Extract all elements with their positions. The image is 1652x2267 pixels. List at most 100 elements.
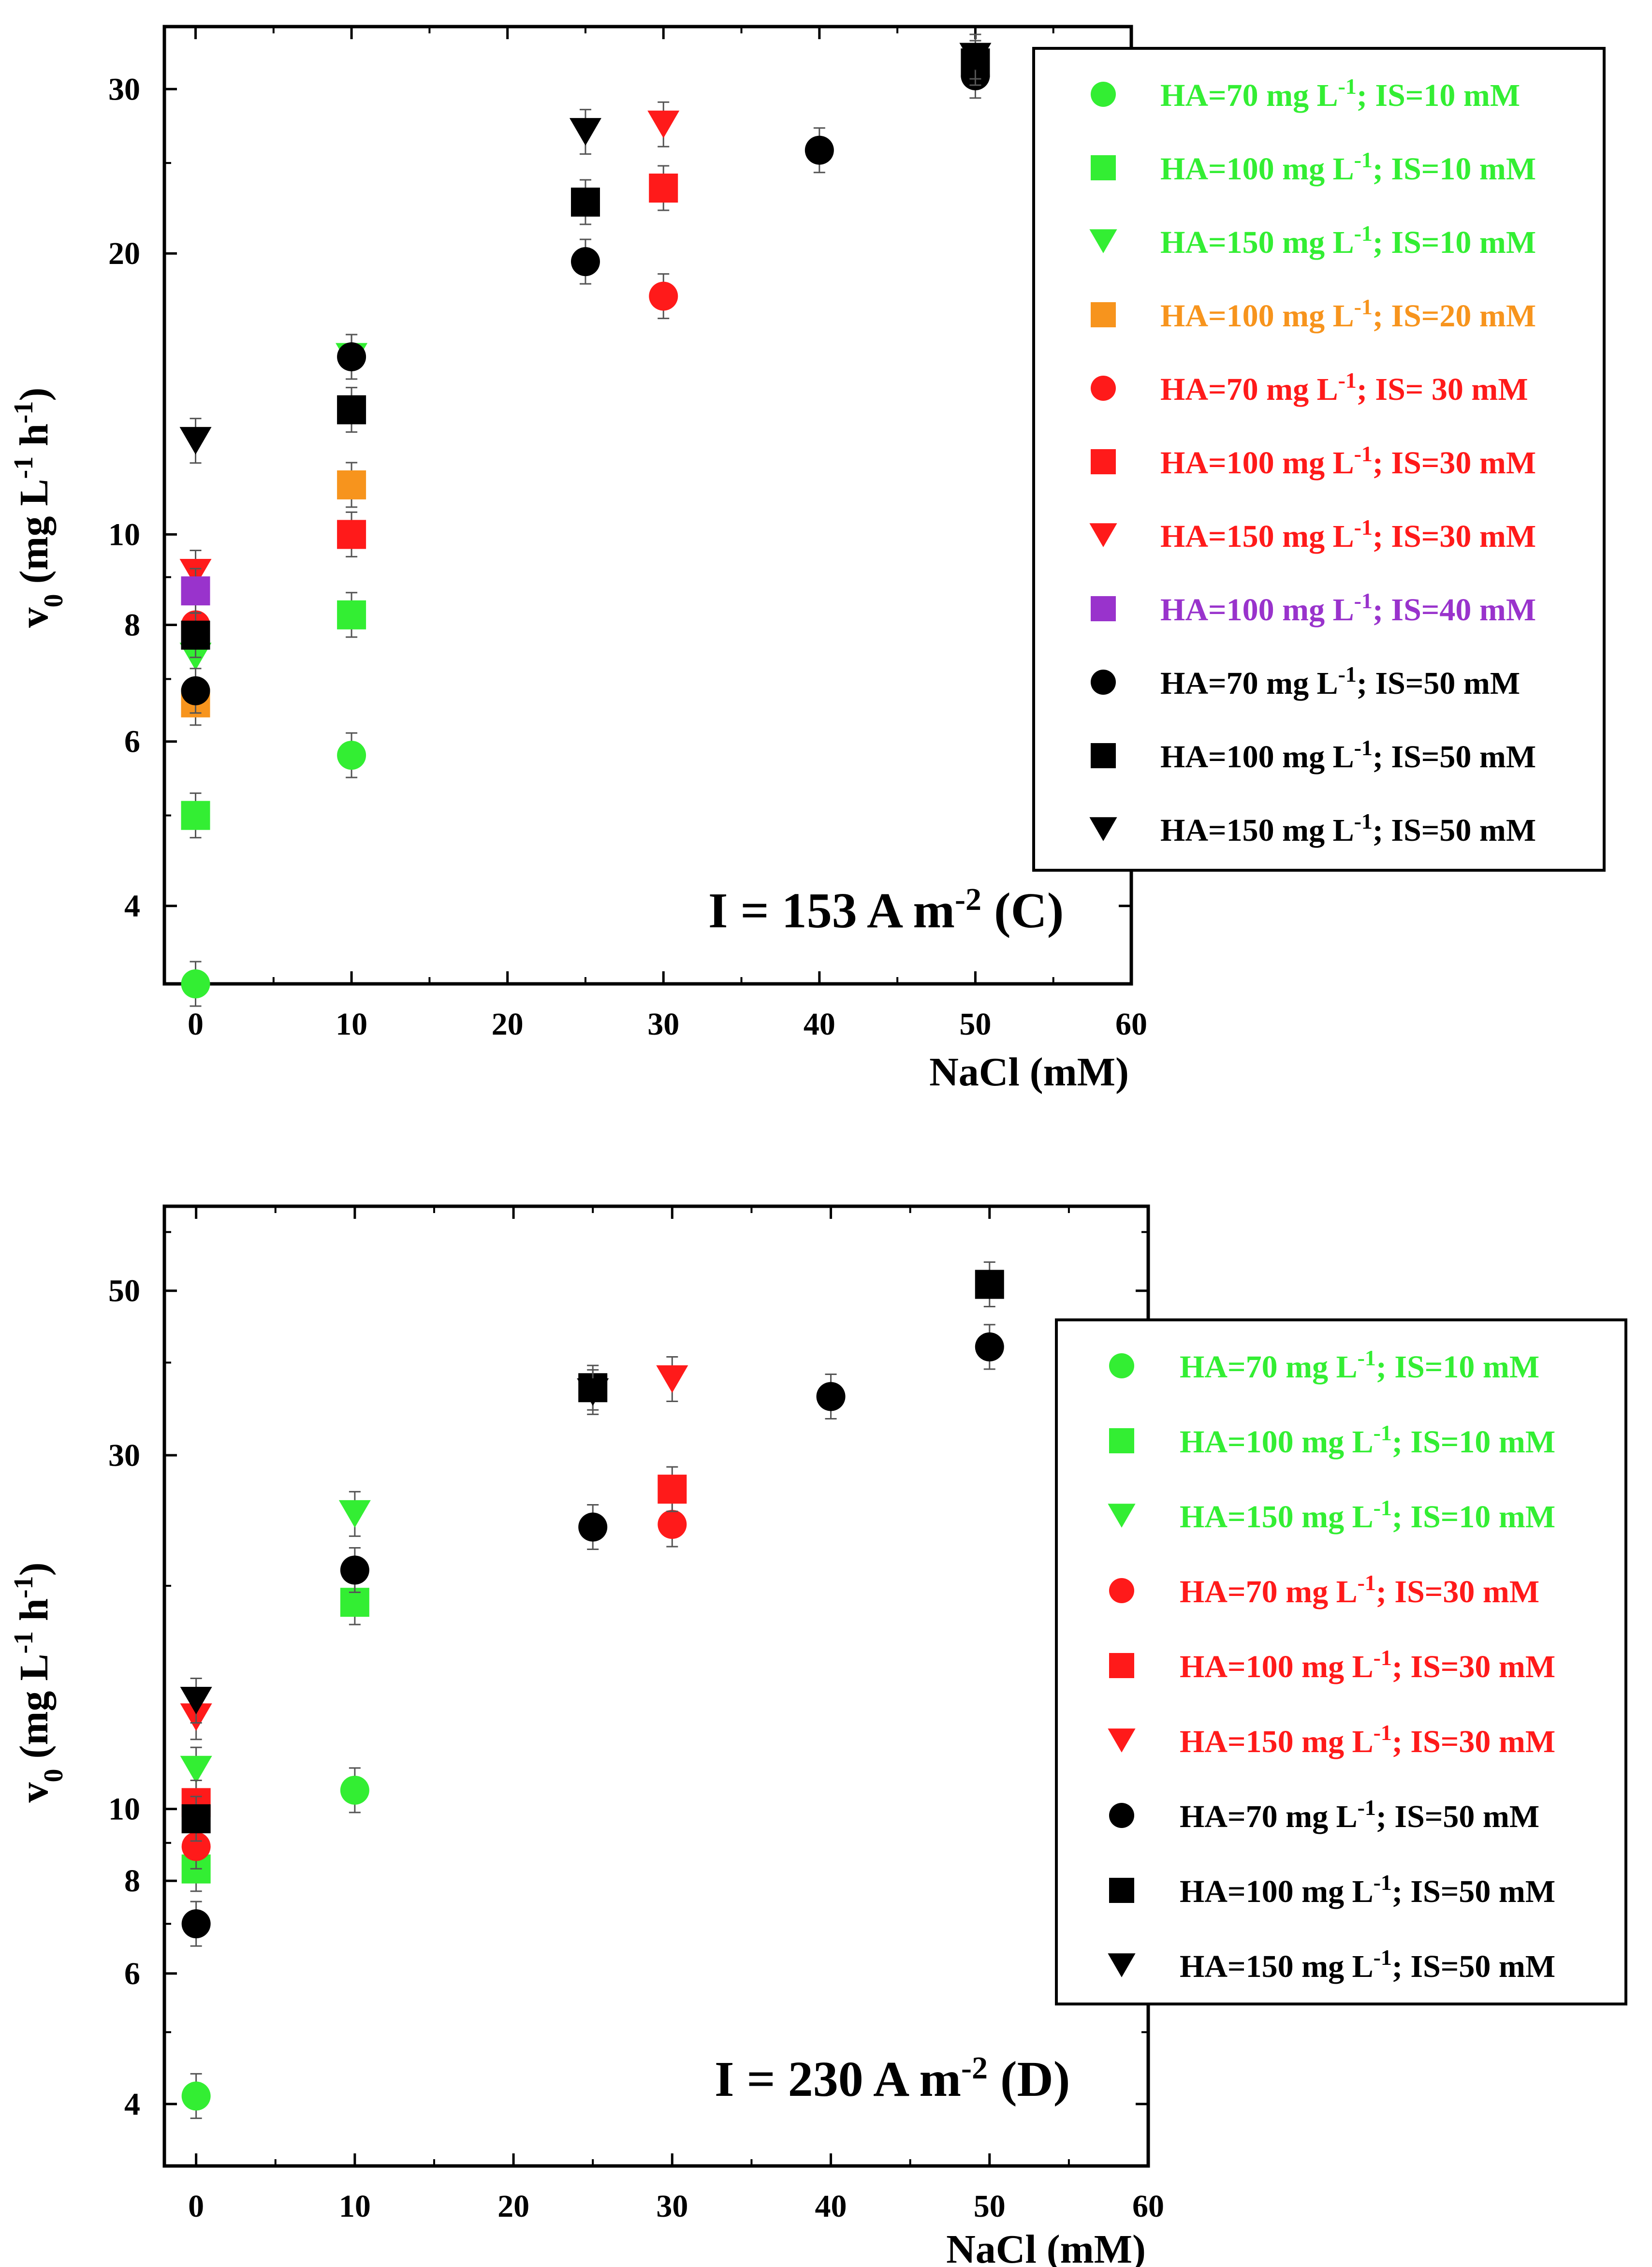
x-tick-label: 60: [1115, 1007, 1147, 1042]
legend-label: HA=100 mg L-1; IS=40 mM: [1160, 588, 1536, 628]
legend-label: HA=70 mg L-1; IS=30 mM: [1180, 1570, 1539, 1610]
legend-marker-circle: [1109, 1578, 1134, 1603]
y-tick-label: 20: [108, 236, 140, 271]
data-point-circle-red: [658, 1510, 687, 1539]
legend-label: HA=100 mg L-1; IS=30 mM: [1160, 441, 1536, 481]
y-axis: 4 6 8 10 30 50: [108, 1231, 1148, 2122]
x-tick-label: 40: [804, 1007, 835, 1042]
data-point-triangle-black: [180, 1687, 212, 1715]
data-point-circle-green: [337, 741, 366, 770]
data-point-triangle-black: [569, 118, 601, 146]
x-axis-title: NaCl (mM): [946, 2227, 1146, 2267]
y-tick-label: 4: [124, 889, 140, 924]
data-point-circle-black: [975, 1332, 1004, 1361]
x-tick-label: 40: [815, 2189, 847, 2224]
legend-label: HA=70 mg L-1; IS=10 mM: [1160, 74, 1520, 114]
x-tick-label: 50: [959, 1007, 991, 1042]
chart-panel-c: 0 10 20 30 40 50 60 4 6 8 10 20 30 NaCl (mM) v0 (mg L-…: [9, 25, 1606, 1095]
x-axis: 0 10 20 30 40 50 60: [188, 27, 1147, 1042]
data-point-square-green: [181, 801, 210, 830]
data-point-triangle-black: [179, 427, 212, 455]
legend-label: HA=70 mg L-1; IS=10 mM: [1180, 1346, 1539, 1385]
legend-label: HA=100 mg L-1; IS=20 mM: [1160, 294, 1536, 334]
data-point-square-black: [181, 1804, 211, 1833]
legend-marker-square: [1109, 1878, 1134, 1903]
data-point-square-red: [337, 520, 366, 549]
x-tick-label: 10: [339, 2189, 371, 2224]
data-point-square-black: [570, 188, 600, 217]
legend-label: HA=100 mg L-1; IS=10 mM: [1160, 147, 1536, 187]
data-point-square-green: [337, 600, 366, 629]
legend-label: HA=100 mg L-1; IS=30 mM: [1180, 1645, 1555, 1685]
data-point-circle-red: [181, 1832, 211, 1861]
data-point-circle-green: [181, 969, 210, 998]
y-axis-title: v0 (mg L-1 h-1): [9, 388, 69, 628]
legend: HA=70 mg L-1; IS=10 mM HA=100 mg L-1; IS=…: [1055, 1318, 1627, 2005]
legend-label: HA=150 mg L-1; IS=50 mM: [1160, 809, 1536, 848]
x-tick-label: 60: [1132, 2189, 1164, 2224]
y-tick-label: 8: [124, 1863, 140, 1899]
y-tick-label: 50: [108, 1273, 140, 1309]
data-points: [179, 33, 992, 1007]
data-point-square-red: [658, 1475, 687, 1504]
data-point-circle-black: [804, 135, 834, 165]
data-point-circle-black: [181, 676, 210, 705]
legend-marker-square: [1091, 155, 1116, 180]
y-axis-title: v0 (mg L-1 h-1): [9, 1563, 69, 1803]
y-tick-label: 30: [108, 1438, 140, 1473]
x-tick-label: 0: [188, 2189, 204, 2224]
legend-marker-triangle: [1108, 1504, 1136, 1528]
data-point-circle-black: [570, 247, 600, 277]
legend-marker-square: [1091, 743, 1116, 768]
data-point-square-orange: [337, 470, 366, 499]
x-axis-title: NaCl (mM): [929, 1050, 1129, 1095]
y-axis: 4 6 8 10 20 30: [108, 72, 1131, 924]
y-tick-label: 6: [124, 724, 140, 760]
legend-box: [1055, 1318, 1627, 2005]
legend-marker-triangle: [1089, 229, 1117, 253]
legend-label: HA=150 mg L-1; IS=30 mM: [1180, 1720, 1555, 1760]
legend-marker-circle: [1109, 1803, 1134, 1828]
data-point-circle-red: [649, 281, 678, 311]
data-points: [180, 1261, 1004, 2119]
data-point-circle-black: [337, 342, 366, 371]
legend-marker-circle: [1091, 376, 1116, 401]
legend-marker-triangle: [1108, 1728, 1136, 1753]
data-point-circle-black: [578, 1512, 608, 1542]
data-point-triangle-black: [577, 1378, 609, 1406]
x-tick-label: 30: [656, 2189, 688, 2224]
x-tick-label: 0: [188, 1007, 204, 1042]
legend-marker-triangle: [1089, 523, 1117, 547]
legend-label: HA=100 mg L-1; IS=50 mM: [1180, 1870, 1555, 1910]
legend-label: HA=70 mg L-1; IS= 30 mM: [1160, 368, 1528, 408]
legend-marker-circle: [1109, 1353, 1134, 1378]
x-tick-label: 20: [492, 1007, 524, 1042]
y-tick-label: 10: [108, 1792, 140, 1827]
legend-label: HA=150 mg L-1; IS=10 mM: [1180, 1495, 1555, 1535]
legend-label: HA=150 mg L-1; IS=30 mM: [1160, 515, 1536, 555]
data-point-triangle-green: [180, 1755, 212, 1784]
legend-label: HA=100 mg L-1; IS=10 mM: [1180, 1420, 1555, 1460]
x-tick-label: 10: [336, 1007, 367, 1042]
data-point-triangle-red: [656, 1365, 688, 1393]
x-tick-label: 30: [647, 1007, 679, 1042]
data-point-square-red: [649, 174, 678, 203]
data-point-circle-black: [340, 1555, 369, 1585]
data-point-square-purple: [181, 576, 210, 606]
y-tick-label: 10: [108, 517, 140, 552]
legend-label: HA=70 mg L-1; IS=50 mM: [1160, 662, 1520, 702]
data-point-circle-green: [340, 1775, 369, 1805]
x-tick-label: 20: [497, 2189, 529, 2224]
legend-marker-triangle: [1108, 1953, 1136, 1977]
legend-label: HA=150 mg L-1; IS=10 mM: [1160, 221, 1536, 261]
legend-label: HA=150 mg L-1; IS=50 mM: [1180, 1945, 1555, 1985]
legend-marker-triangle: [1089, 817, 1117, 841]
legend: HA=70 mg L-1; IS=10 mM HA=100 mg L-1; IS=…: [1032, 47, 1606, 872]
legend-marker-square: [1091, 302, 1116, 327]
data-point-triangle-black: [959, 43, 992, 71]
legend-marker-square: [1091, 596, 1116, 621]
legend-marker-square: [1091, 449, 1116, 474]
legend-box: [1032, 47, 1606, 872]
data-point-square-black: [337, 395, 366, 424]
